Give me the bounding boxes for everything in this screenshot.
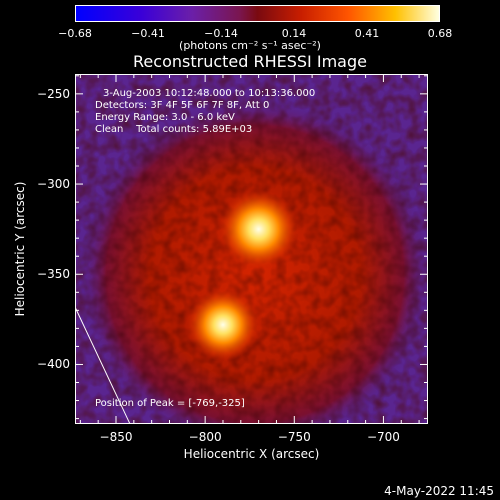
colorbar [75,5,440,22]
colorbar-tick-label: −0.14 [204,27,238,40]
x-tick-label: −750 [277,430,311,444]
x-tick-label: −700 [366,430,400,444]
method-counts-text: Clean Total counts: 5.89E+03 [95,124,253,135]
colorbar-tick-label: 0.41 [354,27,380,40]
hxr-source-1 [218,189,299,270]
rhessi-image [75,74,428,424]
y-tick-label: −350 [37,267,70,282]
colorbar-tick-label: 0.68 [427,27,453,40]
limb-line [75,306,131,424]
colorbar-units: (photons cm⁻² s⁻¹ asec⁻²) [179,39,321,52]
y-tick-label: −250 [37,86,70,101]
x-tick-label: −800 [188,430,222,444]
energy-range-text: Energy Range: 3.0 - 6.0 keV [95,112,235,123]
source-layer [186,189,299,362]
colorbar-tick-label: −0.41 [131,27,165,40]
colorbar-tick-label: 0.14 [281,27,307,40]
colorbar-tick-label: −0.68 [58,27,92,40]
peak-position-text: Position of Peak = [-769,-325] [95,398,245,409]
y-tick-label: −400 [37,357,70,372]
x-axis-label: Heliocentric X (arcsec) [183,447,320,461]
image-title: Reconstructed RHESSI Image [133,52,367,71]
hxr-source-2 [186,288,260,362]
y-axis-label: Heliocentric Y (arcsec) [13,181,27,317]
x-tick-label: −850 [99,430,133,444]
time-range-text: 3-Aug-2003 10:12:48.000 to 10:13:36.000 [103,88,316,99]
detectors-text: Detectors: 3F 4F 5F 6F 7F 8F, Att 0 [95,100,270,111]
datestamp: 4-May-2022 11:45 [384,484,494,498]
axis-ticks [75,74,428,424]
y-tick-label: −300 [37,177,70,192]
